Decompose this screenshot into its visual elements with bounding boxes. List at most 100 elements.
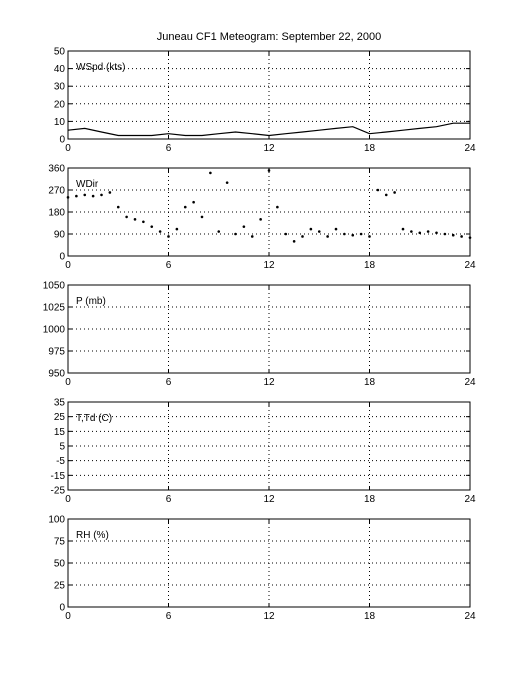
y-tick-label: 25 xyxy=(54,412,66,423)
y-tick-label: 50 xyxy=(54,47,66,58)
data-point xyxy=(167,235,170,238)
y-tick-label: 1025 xyxy=(43,303,66,314)
y-tick-label: 1050 xyxy=(43,281,66,292)
y-tick-label: 50 xyxy=(54,559,66,570)
y-tick-label: 20 xyxy=(54,99,66,110)
data-point xyxy=(368,235,371,238)
data-point xyxy=(284,232,288,236)
y-tick-label: 180 xyxy=(48,208,65,219)
data-point xyxy=(418,231,422,235)
data-point xyxy=(410,230,413,233)
x-tick-label: 24 xyxy=(464,494,476,505)
y-tick-label: 270 xyxy=(48,186,65,197)
data-point xyxy=(142,220,145,224)
chart-title: Juneau CF1 Meteogram: September 22, 2000 xyxy=(156,31,382,43)
data-point xyxy=(158,230,162,233)
data-point xyxy=(460,235,463,238)
x-tick-label: 12 xyxy=(263,377,275,388)
panel-label: WSpd (kts) xyxy=(76,62,125,73)
panel-5: 0 6 12 18 24 0 25 50 75 100 RH (%) xyxy=(48,515,476,623)
y-tick-label: 90 xyxy=(54,230,66,241)
panel-label: T,Td (C) xyxy=(76,413,112,424)
x-tick-label: 24 xyxy=(464,611,476,622)
x-tick-label: 6 xyxy=(166,377,172,388)
data-point xyxy=(192,200,195,204)
y-tick-label: 35 xyxy=(54,398,66,409)
x-tick-label: 12 xyxy=(263,260,275,271)
x-tick-label: 0 xyxy=(65,143,71,154)
data-point xyxy=(301,235,304,238)
data-point xyxy=(309,227,313,231)
x-tick-label: 12 xyxy=(263,494,275,505)
panel-4: 0 6 12 18 24 -25 -15 -5 5 15 25 35 T,Td (C) xyxy=(51,398,476,506)
y-tick-label: 75 xyxy=(54,537,66,548)
y-tick-label: 0 xyxy=(59,135,65,146)
data-point xyxy=(359,232,363,236)
y-tick-label: 950 xyxy=(48,369,65,380)
data-point xyxy=(217,230,221,233)
data-point xyxy=(116,205,120,209)
data-point xyxy=(225,181,229,184)
data-point xyxy=(100,193,103,197)
data-point xyxy=(292,240,296,243)
data-point xyxy=(66,196,70,199)
series-line xyxy=(67,122,470,137)
x-tick-label: 24 xyxy=(464,377,476,388)
panel-label: WDir xyxy=(76,179,99,190)
data-point xyxy=(133,218,137,221)
data-point xyxy=(326,235,329,238)
x-tick-label: 18 xyxy=(364,377,376,388)
data-point xyxy=(242,225,246,228)
data-point xyxy=(443,232,447,236)
y-tick-label: -25 xyxy=(51,486,66,497)
data-point xyxy=(351,233,355,237)
y-tick-label: 0 xyxy=(59,252,65,263)
data-point xyxy=(393,191,396,194)
data-point xyxy=(209,171,212,175)
data-point xyxy=(91,194,95,198)
x-tick-label: 24 xyxy=(464,143,476,154)
x-tick-label: 12 xyxy=(263,611,275,622)
data-point xyxy=(75,194,78,198)
data-point xyxy=(175,227,179,231)
y-tick-label: 25 xyxy=(54,581,66,592)
x-tick-label: 12 xyxy=(263,143,275,154)
y-tick-label: 40 xyxy=(54,64,66,75)
panel-3: 0 6 12 18 24 950 975 1000 1025 1050 P (mb) xyxy=(43,281,476,389)
data-point xyxy=(267,169,271,172)
x-tick-label: 6 xyxy=(166,143,172,154)
panel-2: 0 6 12 18 24 0 90 180 270 360 WDir xyxy=(48,164,476,272)
data-point xyxy=(334,227,338,231)
data-point xyxy=(234,232,237,236)
x-tick-label: 18 xyxy=(364,260,376,271)
y-tick-label: -5 xyxy=(56,456,65,467)
y-tick-label: 1000 xyxy=(43,325,66,336)
data-point xyxy=(125,215,128,219)
panel-label: P (mb) xyxy=(76,296,106,307)
data-point xyxy=(108,191,112,194)
x-tick-label: 18 xyxy=(364,611,376,622)
y-tick-label: 15 xyxy=(54,427,66,438)
data-point xyxy=(259,218,262,221)
y-tick-label: 5 xyxy=(59,442,65,453)
data-point xyxy=(384,193,388,197)
x-tick-label: 0 xyxy=(65,377,71,388)
data-point xyxy=(150,225,154,228)
x-tick-label: 6 xyxy=(166,260,172,271)
data-point xyxy=(426,230,430,233)
data-point xyxy=(401,227,405,231)
y-tick-label: 975 xyxy=(48,347,65,358)
y-tick-label: 360 xyxy=(48,164,65,175)
x-tick-label: 18 xyxy=(364,494,376,505)
data-point xyxy=(276,205,279,209)
x-tick-label: 0 xyxy=(65,260,71,271)
y-tick-label: -15 xyxy=(51,471,66,482)
data-point xyxy=(451,233,455,237)
panel-label: RH (%) xyxy=(76,530,109,541)
data-point xyxy=(435,231,438,235)
data-point xyxy=(183,205,187,209)
x-tick-label: 0 xyxy=(65,494,71,505)
y-tick-label: 30 xyxy=(54,82,66,93)
data-point xyxy=(200,215,204,219)
data-point xyxy=(83,193,87,197)
